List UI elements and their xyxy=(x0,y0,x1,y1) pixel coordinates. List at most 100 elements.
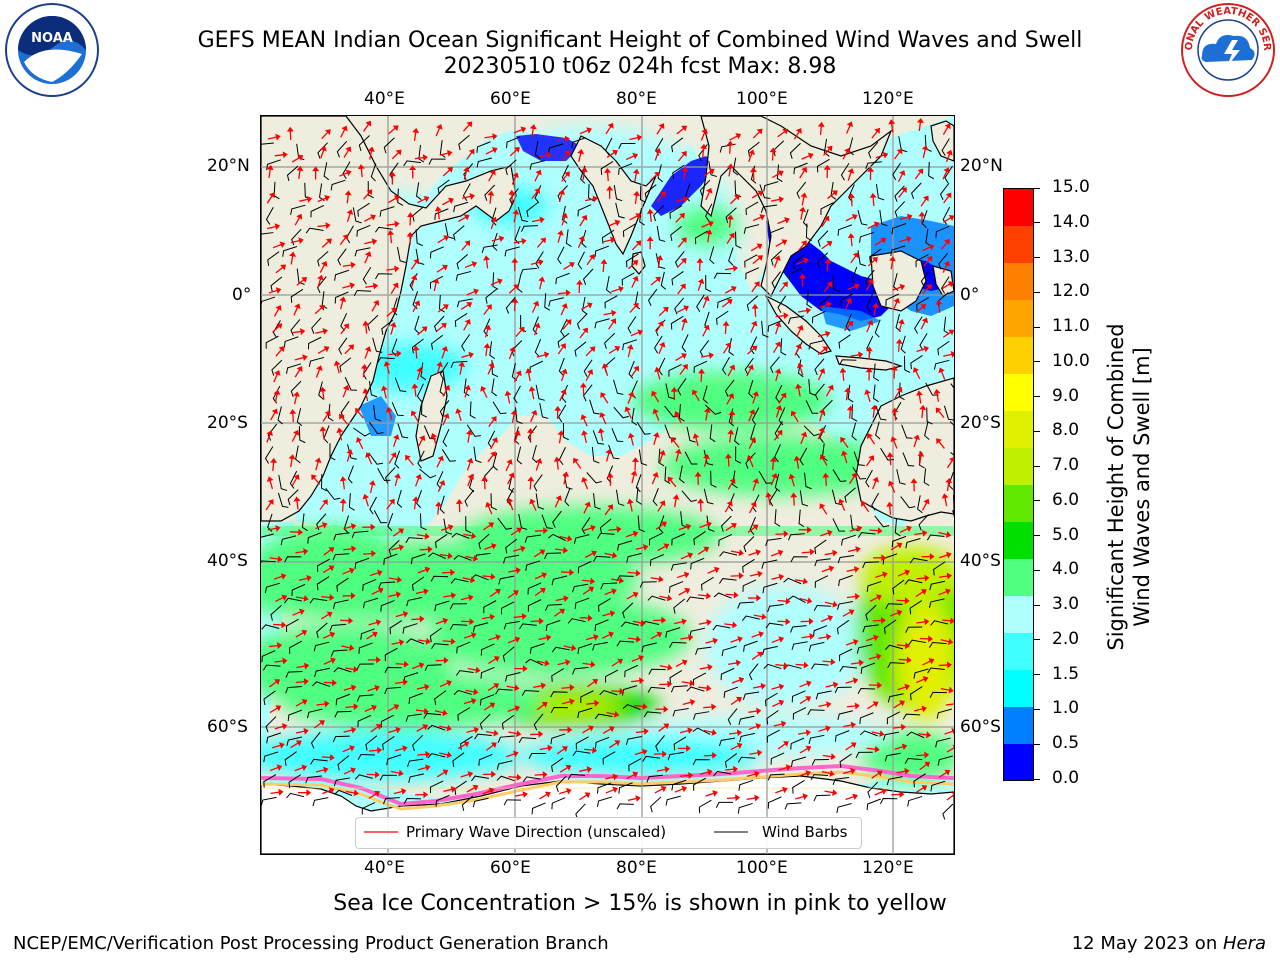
wave-direction-arrow xyxy=(942,264,948,273)
wave-direction-arrowhead xyxy=(680,237,687,244)
wind-barb xyxy=(336,577,349,592)
wave-direction-arrow xyxy=(677,260,685,268)
wave-direction-arrowhead xyxy=(422,724,429,731)
wave-direction-arrowhead xyxy=(609,610,616,617)
wind-barb xyxy=(620,621,639,627)
wave-direction-arrow xyxy=(704,457,708,467)
wind-barb xyxy=(927,667,945,674)
wind-barb xyxy=(387,513,394,532)
wind-barb xyxy=(336,140,348,158)
wave-direction-arrowhead xyxy=(658,123,665,130)
wind-barb xyxy=(737,802,753,814)
lon-tick-top: 80°E xyxy=(616,89,657,109)
wind-barb xyxy=(933,561,946,576)
wave-direction-arrow xyxy=(848,409,851,419)
wind-barb xyxy=(631,407,638,426)
wave-direction-arrow xyxy=(629,136,639,141)
wave-direction-arrow xyxy=(578,152,582,162)
wave-direction-arrow xyxy=(602,263,605,273)
wind-barb xyxy=(288,774,302,789)
wave-direction-arrow xyxy=(871,130,878,139)
wave-direction-arrow xyxy=(363,191,371,200)
wave-direction-arrow xyxy=(323,659,333,665)
wave-direction-arrowhead xyxy=(614,219,621,227)
wind-barb xyxy=(774,444,781,463)
wind-barb xyxy=(332,599,349,609)
wave-direction-arrow xyxy=(915,787,925,793)
wind-barb xyxy=(437,179,450,195)
wave-direction-arrow xyxy=(794,347,800,356)
wave-direction-arrow xyxy=(821,567,831,573)
wave-direction-arrowhead xyxy=(655,276,661,283)
wave-direction-arrow xyxy=(752,171,755,181)
wave-direction-arrowhead xyxy=(785,597,791,605)
wind-barb xyxy=(925,382,939,396)
wave-direction-arrow xyxy=(916,754,926,757)
wind-barb xyxy=(689,627,705,638)
wave-direction-arrow xyxy=(627,571,637,574)
wind-barb xyxy=(618,782,633,794)
wave-direction-arrow xyxy=(818,703,828,707)
wave-direction-arrowhead xyxy=(540,237,546,244)
wave-direction-arrow xyxy=(750,245,760,252)
wave-direction-arrowhead xyxy=(706,684,712,692)
wave-direction-arrowhead xyxy=(806,597,813,604)
wave-direction-arrowhead xyxy=(838,498,845,505)
wave-direction-arrow xyxy=(296,665,306,669)
wind-barb xyxy=(928,598,945,608)
wave-direction-arrowhead xyxy=(661,616,667,624)
wind-barb xyxy=(902,452,915,467)
wind-barb xyxy=(564,488,571,507)
wind-barb xyxy=(382,797,400,805)
wave-direction-arrow xyxy=(801,635,811,639)
wave-direction-arrowhead xyxy=(946,149,953,156)
wave-direction-arrow xyxy=(922,660,931,666)
wind-barb xyxy=(670,225,683,241)
wind-barb xyxy=(582,384,593,402)
wave-direction-arrow xyxy=(703,729,714,734)
wind-barb xyxy=(290,204,306,215)
wave-direction-arrow xyxy=(867,223,877,230)
wind-barb xyxy=(901,424,913,439)
wave-direction-arrowhead xyxy=(917,168,924,175)
wave-direction-arrowhead xyxy=(515,567,522,574)
wave-direction-arrowhead xyxy=(735,696,742,703)
wind-barb xyxy=(909,557,928,564)
wave-direction-arrowhead xyxy=(724,453,732,459)
wave-direction-arrow xyxy=(579,129,589,135)
wave-direction-arrow xyxy=(747,347,755,355)
wave-direction-arrow xyxy=(527,372,531,382)
wind-barb xyxy=(930,780,946,792)
wave-direction-arrow xyxy=(484,328,489,338)
wave-direction-arrow xyxy=(392,437,398,447)
wave-direction-arrow xyxy=(559,766,569,773)
wave-direction-arrowhead xyxy=(466,457,474,464)
wave-direction-arrowhead xyxy=(928,658,935,665)
wave-direction-arrow xyxy=(579,218,586,227)
wind-barb xyxy=(286,736,303,747)
wave-direction-arrow xyxy=(703,706,713,709)
wave-direction-arrowhead xyxy=(749,436,757,443)
wave-direction-arrowhead xyxy=(469,576,476,584)
wind-barb xyxy=(646,774,663,783)
wind-barb xyxy=(672,708,689,717)
wave-direction-arrow xyxy=(416,726,425,732)
wind-barb xyxy=(505,159,517,176)
wave-direction-arrow xyxy=(945,153,951,163)
wave-direction-arrowhead xyxy=(355,407,361,414)
wave-direction-arrowhead xyxy=(294,303,301,310)
wave-direction-arrow xyxy=(440,526,450,531)
wave-direction-arrow xyxy=(346,452,351,462)
wave-direction-arrow xyxy=(898,322,903,332)
wind-barb xyxy=(457,707,471,721)
wind-barb xyxy=(295,445,301,464)
wave-direction-arrow xyxy=(539,747,549,751)
wind-barb xyxy=(699,340,710,358)
colorbar-tick-mark xyxy=(1033,361,1040,363)
wave-direction-arrowhead xyxy=(852,252,859,259)
wave-direction-arrowhead xyxy=(750,501,757,508)
wind-barb xyxy=(429,275,444,289)
wind-barb xyxy=(548,297,564,307)
wind-barb xyxy=(745,267,760,280)
wave-direction-arrowhead xyxy=(296,366,303,372)
